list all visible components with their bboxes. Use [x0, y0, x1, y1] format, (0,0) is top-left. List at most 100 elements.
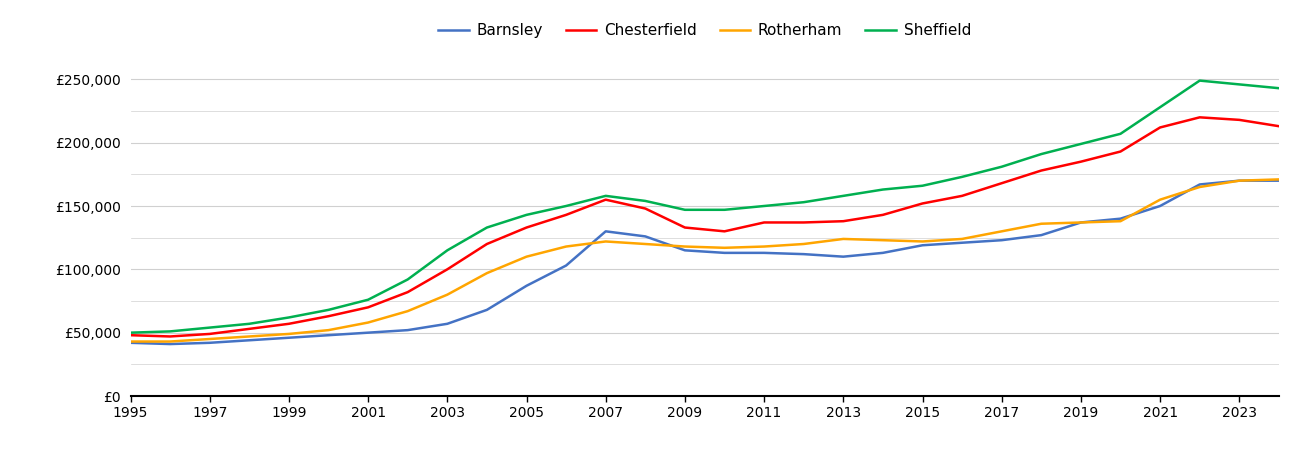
Rotherham — [321, 328, 337, 333]
Rotherham — [1191, 184, 1207, 190]
Sheffield — [637, 198, 652, 204]
Barnsley — [835, 254, 851, 259]
Chesterfield — [559, 212, 574, 217]
Barnsley — [479, 307, 495, 313]
Chesterfield — [637, 206, 652, 211]
Sheffield — [716, 207, 732, 212]
Barnsley — [123, 340, 138, 346]
Chesterfield — [716, 229, 732, 234]
Sheffield — [796, 199, 812, 205]
Barnsley — [598, 229, 613, 234]
Rotherham — [796, 241, 812, 247]
Barnsley — [1191, 182, 1207, 187]
Rotherham — [677, 244, 693, 249]
Sheffield — [518, 212, 534, 217]
Sheffield — [440, 248, 455, 253]
Rotherham — [518, 254, 534, 259]
Chesterfield — [876, 212, 891, 217]
Chesterfield — [281, 321, 296, 327]
Barnsley — [202, 340, 218, 346]
Rotherham — [241, 334, 257, 339]
Barnsley — [1113, 216, 1129, 221]
Sheffield — [954, 174, 970, 180]
Barnsley — [757, 250, 773, 256]
Barnsley — [796, 252, 812, 257]
Barnsley — [162, 342, 177, 347]
Chesterfield — [123, 333, 138, 338]
Barnsley — [1034, 233, 1049, 238]
Sheffield — [835, 193, 851, 198]
Barnsley — [399, 328, 415, 333]
Rotherham — [876, 238, 891, 243]
Rotherham — [716, 245, 732, 251]
Barnsley — [954, 240, 970, 245]
Barnsley — [321, 333, 337, 338]
Sheffield — [241, 321, 257, 327]
Chesterfield — [994, 180, 1010, 186]
Barnsley — [360, 330, 376, 335]
Rotherham — [1034, 221, 1049, 226]
Chesterfield — [440, 267, 455, 272]
Line: Chesterfield: Chesterfield — [130, 117, 1279, 337]
Sheffield — [876, 187, 891, 192]
Rotherham — [835, 236, 851, 242]
Barnsley — [915, 243, 930, 248]
Chesterfield — [1152, 125, 1168, 130]
Rotherham — [202, 336, 218, 342]
Line: Barnsley: Barnsley — [130, 180, 1279, 344]
Barnsley — [1152, 203, 1168, 209]
Sheffield — [162, 328, 177, 334]
Legend: Barnsley, Chesterfield, Rotherham, Sheffield: Barnsley, Chesterfield, Rotherham, Sheff… — [432, 17, 977, 45]
Chesterfield — [1073, 159, 1088, 164]
Sheffield — [1152, 104, 1168, 110]
Sheffield — [559, 203, 574, 209]
Sheffield — [123, 330, 138, 335]
Sheffield — [757, 203, 773, 209]
Barnsley — [716, 250, 732, 256]
Rotherham — [994, 229, 1010, 234]
Line: Rotherham: Rotherham — [130, 180, 1279, 342]
Sheffield — [994, 164, 1010, 170]
Rotherham — [915, 239, 930, 244]
Rotherham — [757, 244, 773, 249]
Chesterfield — [360, 305, 376, 310]
Chesterfield — [598, 197, 613, 202]
Barnsley — [876, 250, 891, 256]
Rotherham — [162, 339, 177, 344]
Chesterfield — [757, 220, 773, 225]
Chesterfield — [518, 225, 534, 230]
Chesterfield — [835, 219, 851, 224]
Chesterfield — [954, 193, 970, 198]
Rotherham — [954, 236, 970, 242]
Sheffield — [677, 207, 693, 212]
Line: Sheffield: Sheffield — [130, 81, 1279, 333]
Rotherham — [598, 239, 613, 244]
Chesterfield — [321, 314, 337, 319]
Chesterfield — [796, 220, 812, 225]
Sheffield — [1232, 82, 1248, 87]
Barnsley — [637, 234, 652, 239]
Sheffield — [399, 277, 415, 282]
Sheffield — [360, 297, 376, 302]
Sheffield — [1271, 86, 1287, 91]
Rotherham — [1073, 220, 1088, 225]
Sheffield — [281, 315, 296, 320]
Barnsley — [241, 338, 257, 343]
Rotherham — [1152, 197, 1168, 202]
Barnsley — [281, 335, 296, 341]
Barnsley — [677, 248, 693, 253]
Rotherham — [1232, 178, 1248, 183]
Sheffield — [1113, 131, 1129, 136]
Chesterfield — [399, 289, 415, 295]
Barnsley — [518, 283, 534, 288]
Rotherham — [1271, 177, 1287, 182]
Chesterfield — [1191, 115, 1207, 120]
Sheffield — [1191, 78, 1207, 83]
Sheffield — [915, 183, 930, 189]
Chesterfield — [479, 241, 495, 247]
Rotherham — [440, 292, 455, 297]
Sheffield — [202, 325, 218, 330]
Rotherham — [281, 331, 296, 337]
Barnsley — [440, 321, 455, 327]
Rotherham — [399, 308, 415, 314]
